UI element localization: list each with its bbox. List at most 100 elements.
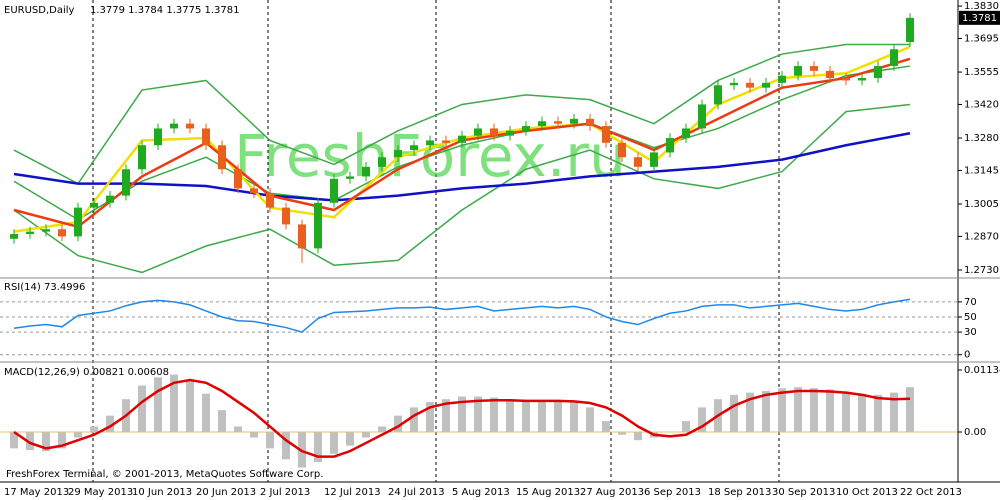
footer: FreshForex Terminal, © 2001-2013, MetaQu… [6,469,323,480]
candle-body [618,142,626,158]
rsi-line [13,298,911,333]
y-tick-label: 1.2870 [964,231,999,242]
candle-body [826,70,834,79]
candle-body [122,169,130,196]
macd-bar [906,387,914,433]
x-tick-label: 22 Oct 2013 [900,487,962,498]
macd-bar [794,387,802,433]
macd-bar [442,399,450,433]
candle-body [650,152,658,167]
candle-body [106,195,114,203]
macd-bar [602,421,610,433]
y-tick-label: 0.00 [964,427,986,438]
x-tick-label: 17 May 2013 [4,487,69,498]
candle-body [874,66,882,79]
candle-body [282,207,290,225]
candle-body [42,229,50,232]
macd-bar [634,432,642,441]
candle-body [570,118,578,124]
macd-bar [202,393,210,433]
macd-bar [826,389,834,433]
candle-body [346,176,354,179]
y-tick-label: 50 [964,312,977,323]
macd-bar [842,391,850,433]
macd-bar [314,432,322,463]
candle-body [394,150,402,158]
candle-body [458,135,466,143]
y-tick-label: 0 [964,350,970,361]
macd-bar [522,400,530,433]
macd-bar [874,394,882,433]
candle-body [186,123,194,129]
candle-body [778,75,786,83]
candle-body [26,231,34,235]
macd-bar [538,400,546,433]
candle-body [666,138,674,153]
macd-bar [426,401,434,433]
x-tick-label: 5 Aug 2013 [452,487,510,498]
candle-body [682,128,690,139]
candle-body [298,224,306,249]
candle-body [426,140,434,146]
candle-body [810,66,818,71]
macd-bar [762,391,770,433]
macd-bar [490,397,498,433]
candle-body [730,82,738,86]
candle-body [218,145,226,170]
macd-bar [394,415,402,433]
candle-body [474,128,482,136]
candle-body [538,121,546,127]
candle-body [202,128,210,146]
candle-body [490,128,498,136]
x-tick-label: 10 Oct 2013 [836,487,898,498]
macd-bar [90,426,98,433]
macd-bar [154,377,162,433]
y-tick-label: 1.3830 [964,1,999,12]
candle-body [522,126,530,131]
candle-body [586,118,594,127]
x-tick-label: 29 May 2013 [68,487,133,498]
overlay-line [13,132,911,202]
macd-bar [138,385,146,433]
price-tag-label: 1.3781 [962,13,997,24]
macd-bar [458,396,466,433]
candle-body [554,121,562,124]
candle-body [74,207,82,237]
candle-body [794,66,802,76]
y-tick-label: 1.3695 [964,33,999,44]
y-tick-label: 1.3280 [964,133,999,144]
macd-bar [10,432,18,449]
macd-bar [362,432,370,438]
macd-bar [74,432,82,438]
x-tick-label: 20 Jun 2013 [196,487,256,498]
candle-body [506,130,514,136]
chart-subtitle: 1.3779 1.3784 1.3775 1.3781 [90,5,240,16]
y-tick-label: 1.2730 [964,265,999,276]
candle-body [762,82,770,88]
candle-body [234,169,242,189]
candle-body [442,140,450,143]
macd-bar [474,396,482,433]
candle-body [602,126,610,143]
y-tick-label: 1.3420 [964,99,999,110]
macd-bar [234,426,242,433]
candle-body [698,104,706,129]
macd-bar [58,432,66,449]
overlay-line [13,103,911,274]
y-tick-label: 0.01134 [964,365,1000,376]
x-tick-label: 10 Jun 2013 [132,487,192,498]
macd-bar [810,388,818,433]
macd-bar [730,394,738,433]
candle-body [250,188,258,194]
candle-body [634,157,642,167]
signal-line [13,378,911,458]
macd-bar [378,426,386,433]
macd-bar [570,401,578,433]
candle-body [906,17,914,43]
macd-bar [26,432,34,451]
macd-bar [506,399,514,433]
candle-body [890,49,898,67]
macd-bar [746,392,754,433]
candle-body [154,128,162,146]
